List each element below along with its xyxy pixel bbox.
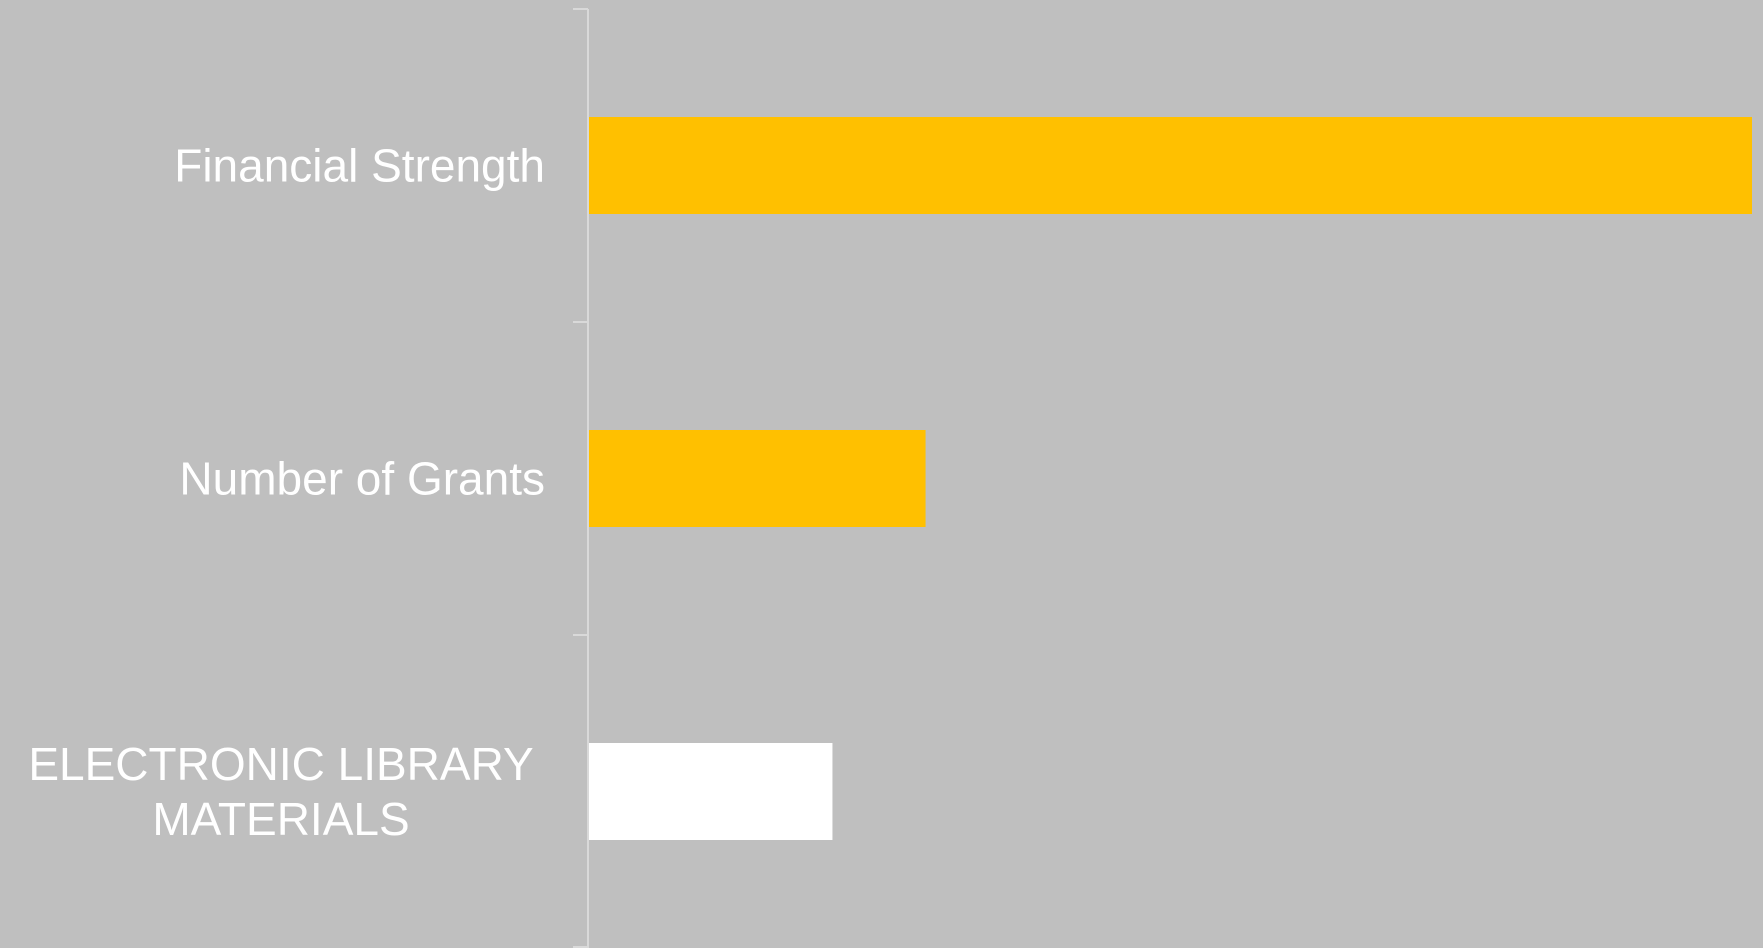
category-label-group: Financial Strength Number of Grants ELECTR… bbox=[28, 140, 545, 846]
category-label-line: ELECTRONIC LIBRARY bbox=[28, 738, 533, 790]
category-label-line: Number of Grants bbox=[179, 453, 545, 505]
bar-electronic-library-materials bbox=[588, 743, 833, 840]
category-axis bbox=[573, 8, 589, 948]
bar-group bbox=[588, 117, 1752, 840]
category-label-line: MATERIALS bbox=[152, 793, 409, 845]
category-label-line: Financial Strength bbox=[174, 140, 545, 192]
category-label-financial-strength: Financial Strength bbox=[174, 140, 545, 192]
category-label-electronic-library-materials: ELECTRONIC LIBRARY MATERIALS bbox=[28, 738, 533, 845]
bar-financial-strength bbox=[588, 117, 1752, 214]
bar-number-of-grants bbox=[588, 430, 926, 527]
category-label-number-of-grants: Number of Grants bbox=[179, 453, 545, 505]
